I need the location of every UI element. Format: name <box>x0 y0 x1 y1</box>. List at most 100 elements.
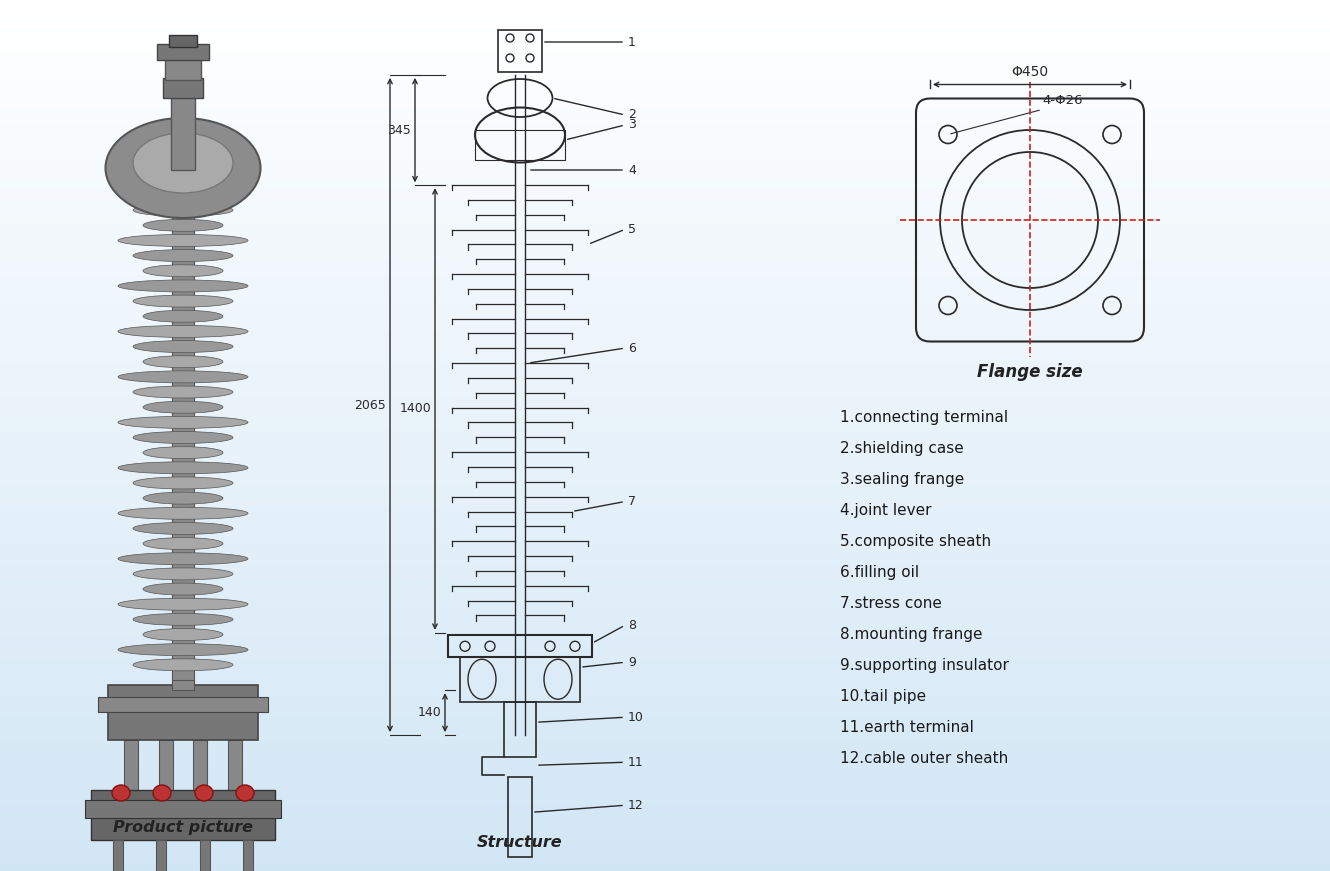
Bar <box>0 516 1330 523</box>
Bar <box>0 312 1330 321</box>
Text: 4: 4 <box>628 164 636 177</box>
Ellipse shape <box>118 371 247 383</box>
Bar <box>0 653 1330 661</box>
Bar <box>0 566 1330 574</box>
Bar <box>0 820 1330 828</box>
Ellipse shape <box>118 189 247 201</box>
Bar <box>0 675 1330 683</box>
Bar <box>0 530 1330 538</box>
Text: Structure: Structure <box>477 835 563 850</box>
Text: 345: 345 <box>387 124 411 137</box>
Bar <box>0 276 1330 284</box>
Bar <box>0 116 1330 125</box>
Bar <box>0 167 1330 175</box>
Bar <box>0 174 1330 182</box>
Ellipse shape <box>133 341 233 353</box>
Bar <box>0 559 1330 567</box>
Bar <box>0 392 1330 400</box>
Bar <box>0 218 1330 226</box>
Ellipse shape <box>118 416 247 429</box>
Ellipse shape <box>118 644 247 656</box>
Bar <box>227 740 242 795</box>
Bar <box>0 625 1330 632</box>
Text: 12.cable outer sheath: 12.cable outer sheath <box>841 751 1008 766</box>
Text: Product picture: Product picture <box>113 820 253 835</box>
Bar <box>160 740 173 795</box>
Ellipse shape <box>118 280 247 292</box>
Bar <box>0 429 1330 436</box>
Bar <box>0 610 1330 618</box>
Bar <box>0 7 1330 16</box>
Bar <box>0 385 1330 393</box>
Bar <box>0 777 1330 785</box>
Ellipse shape <box>133 386 233 398</box>
Bar <box>0 189 1330 197</box>
Bar <box>0 551 1330 560</box>
Bar <box>0 704 1330 712</box>
Bar <box>0 436 1330 443</box>
Bar <box>0 494 1330 502</box>
Bar <box>0 298 1330 306</box>
Bar <box>0 355 1330 364</box>
Bar <box>169 35 197 47</box>
Ellipse shape <box>235 785 254 801</box>
Ellipse shape <box>196 785 213 801</box>
Bar <box>0 261 1330 269</box>
Bar <box>0 508 1330 517</box>
Bar <box>98 697 269 712</box>
Ellipse shape <box>144 537 223 550</box>
Bar <box>0 581 1330 589</box>
Ellipse shape <box>144 355 223 368</box>
Ellipse shape <box>144 219 223 232</box>
Bar <box>0 290 1330 299</box>
Bar <box>0 211 1330 219</box>
Bar <box>0 102 1330 110</box>
Bar <box>0 631 1330 639</box>
Bar <box>508 777 532 857</box>
Bar <box>165 58 201 80</box>
Bar <box>200 840 210 871</box>
Bar <box>0 523 1330 530</box>
Bar <box>0 697 1330 705</box>
Bar <box>0 638 1330 647</box>
Ellipse shape <box>118 598 247 611</box>
Ellipse shape <box>153 785 172 801</box>
Bar <box>0 834 1330 843</box>
Bar <box>156 840 166 871</box>
Text: 1: 1 <box>628 36 636 49</box>
Bar <box>0 646 1330 654</box>
Bar <box>0 450 1330 458</box>
Bar <box>0 762 1330 770</box>
Bar <box>0 268 1330 277</box>
Text: 2: 2 <box>628 109 636 121</box>
Ellipse shape <box>133 295 233 307</box>
Text: 1.connecting terminal: 1.connecting terminal <box>841 410 1008 425</box>
Bar <box>0 827 1330 835</box>
Bar <box>108 685 258 740</box>
Bar <box>0 712 1330 719</box>
Text: 2.shielding case: 2.shielding case <box>841 441 964 456</box>
Bar <box>0 159 1330 168</box>
Bar <box>0 363 1330 371</box>
Ellipse shape <box>144 310 223 322</box>
Bar <box>0 537 1330 545</box>
Text: 11.earth terminal: 11.earth terminal <box>841 720 974 735</box>
Ellipse shape <box>133 133 233 193</box>
Text: 1400: 1400 <box>399 402 431 415</box>
Text: Φ450: Φ450 <box>1011 64 1048 78</box>
Text: 8: 8 <box>628 618 636 631</box>
Bar <box>0 755 1330 763</box>
Bar <box>0 377 1330 386</box>
Bar <box>0 152 1330 160</box>
Bar <box>0 501 1330 509</box>
Bar <box>0 240 1330 247</box>
Text: 6.filling oil: 6.filling oil <box>841 565 919 580</box>
Bar <box>0 740 1330 748</box>
Bar <box>0 138 1330 146</box>
Bar <box>0 733 1330 741</box>
Ellipse shape <box>133 613 233 625</box>
Bar <box>0 421 1330 429</box>
Bar <box>0 595 1330 604</box>
Bar <box>0 65 1330 73</box>
Ellipse shape <box>133 568 233 580</box>
